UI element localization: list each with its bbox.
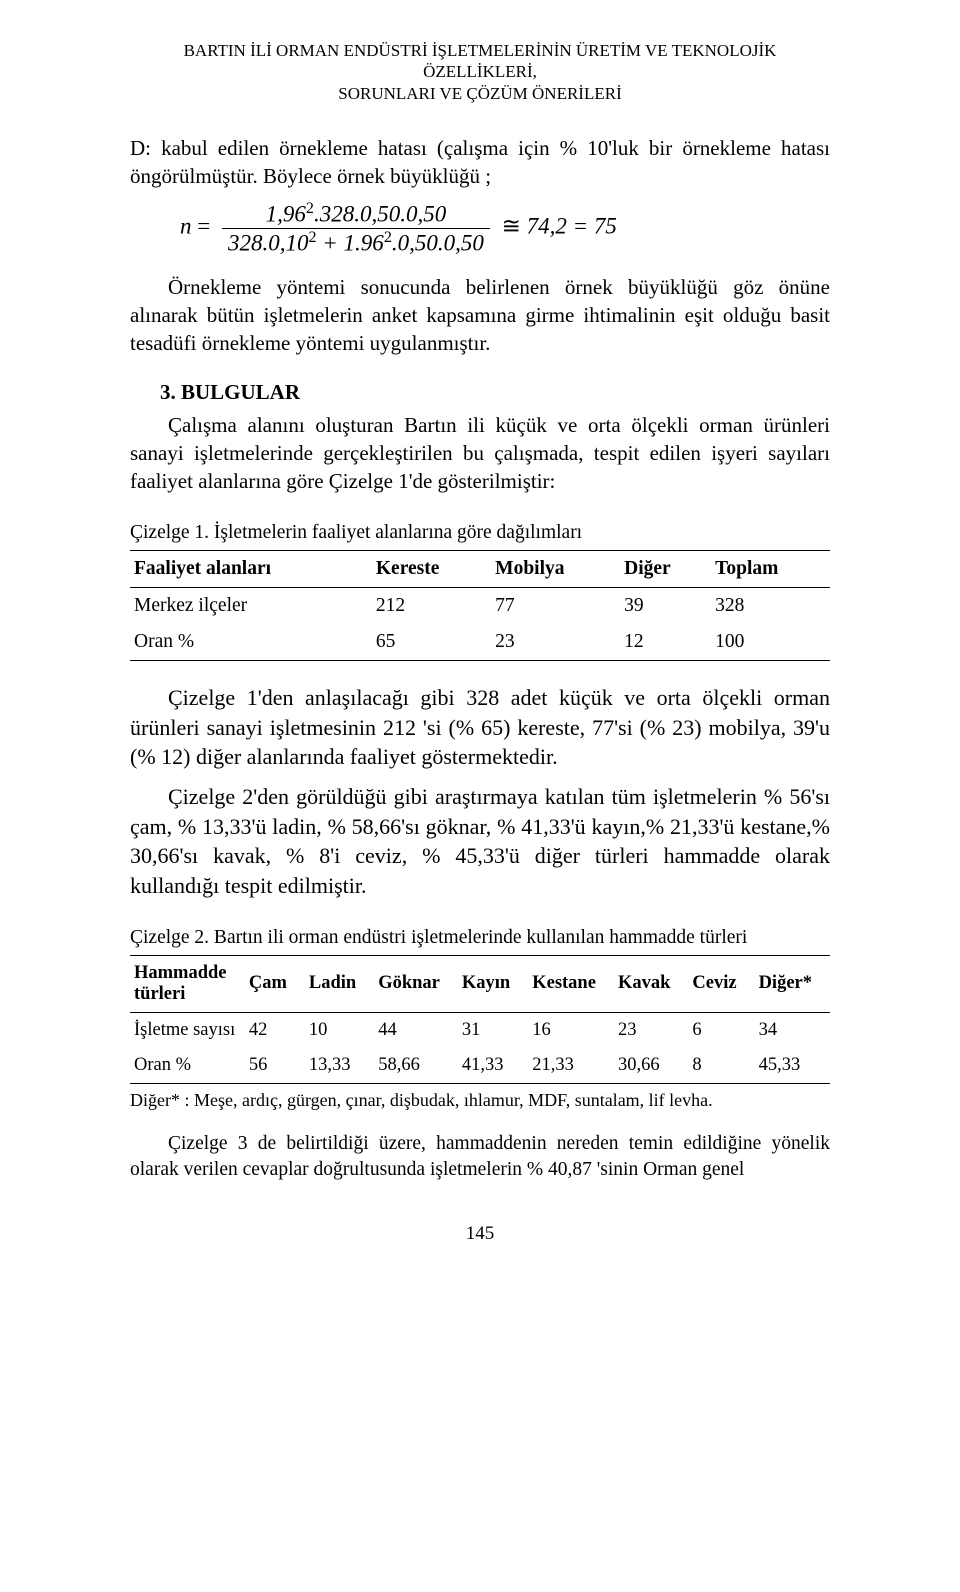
page: BARTIN İLİ ORMAN ENDÜSTRİ İŞLETMELERİNİN… (0, 0, 960, 1592)
table1-r0-c3: 328 (711, 587, 830, 624)
table1-r1-c1: 23 (491, 624, 620, 661)
table2-r0-label: İşletme sayısı (130, 1012, 245, 1048)
intro-paragraph: D: kabul edilen örnekleme hatası (çalışm… (130, 134, 830, 191)
table2-r0-c3: 31 (458, 1012, 528, 1048)
table2-r1-c7: 45,33 (755, 1048, 830, 1084)
table2-r1-c3: 41,33 (458, 1048, 528, 1084)
table2-h7: Diğer* (755, 955, 830, 1012)
table1-r1-c0: 65 (372, 624, 491, 661)
sample-size-formula: n = 1,962.328.0,50.0,50 328.0,102 + 1.96… (180, 200, 830, 256)
table1-h4: Toplam (711, 550, 830, 587)
table1-caption: Çizelge 1. İşletmelerin faaliyet alanlar… (130, 522, 830, 544)
table2-r1-label: Oran % (130, 1048, 245, 1084)
table2-r0-c0: 42 (245, 1012, 305, 1048)
table1: Faaliyet alanları Kereste Mobilya Diğer … (130, 550, 830, 661)
formula-fraction: 1,962.328.0,50.0,50 328.0,102 + 1.962.0,… (222, 200, 490, 256)
table-row: İşletme sayısı 42 10 44 31 16 23 6 34 (130, 1012, 830, 1048)
table2-r0-c6: 6 (688, 1012, 754, 1048)
table2-r1-c4: 21,33 (528, 1048, 614, 1084)
table2-r0-c2: 44 (374, 1012, 458, 1048)
paragraph-6: Çizelge 3 de belirtildiği üzere, hammadd… (130, 1131, 830, 1184)
table1-r1-c3: 100 (711, 624, 830, 661)
table2-h1: Ladin (305, 955, 374, 1012)
table2-r0-c7: 34 (755, 1012, 830, 1048)
formula-cong: ≅ (502, 214, 521, 239)
table2-r0-c4: 16 (528, 1012, 614, 1048)
formula-eq: = (197, 214, 210, 239)
table2-header-row: Hammadde türleri Çam Ladin Göknar Kayın … (130, 955, 830, 1012)
table-row: Merkez ilçeler 212 77 39 328 (130, 587, 830, 624)
running-head-line2: SORUNLARI VE ÇÖZÜM ÖNERİLERİ (338, 84, 622, 103)
table1-r0-c0: 212 (372, 587, 491, 624)
running-head-line1: BARTIN İLİ ORMAN ENDÜSTRİ İŞLETMELERİNİN… (184, 41, 777, 81)
table1-h0: Faaliyet alanları (130, 550, 372, 587)
table1-r0-label: Merkez ilçeler (130, 587, 372, 624)
table1-h1: Kereste (372, 550, 491, 587)
table1-h2: Mobilya (491, 550, 620, 587)
table2-h0: Çam (245, 955, 305, 1012)
table2-r1-c2: 58,66 (374, 1048, 458, 1084)
table1-r1-label: Oran % (130, 624, 372, 661)
table-row: Oran % 65 23 12 100 (130, 624, 830, 661)
table2-caption: Çizelge 2. Bartın ili orman endüstri işl… (130, 927, 830, 949)
table2-r1-c1: 13,33 (305, 1048, 374, 1084)
section-3-title: 3. BULGULAR (160, 380, 830, 405)
table1-h3: Diğer (620, 550, 711, 587)
paragraph-3: Çalışma alanını oluşturan Bartın ili küç… (130, 411, 830, 496)
table2-r0-c5: 23 (614, 1012, 688, 1048)
paragraph-5: Çizelge 2'den görüldüğü gibi araştırmaya… (130, 782, 830, 901)
table2-h2: Göknar (374, 955, 458, 1012)
formula-numerator: 1,962.328.0,50.0,50 (222, 200, 490, 229)
table2-footnote: Diğer* : Meşe, ardıç, gürgen, çınar, diş… (130, 1090, 830, 1111)
table1-r0-c1: 77 (491, 587, 620, 624)
formula-lhs: n (180, 214, 192, 239)
table2-h5: Kavak (614, 955, 688, 1012)
table2-r1-c6: 8 (688, 1048, 754, 1084)
table2-corner: Hammadde türleri (130, 955, 245, 1012)
table1-r0-c2: 39 (620, 587, 711, 624)
formula-rhs: 74,2 = 75 (527, 214, 617, 239)
table1-r1-c2: 12 (620, 624, 711, 661)
page-number: 145 (130, 1223, 830, 1245)
table2-r0-c1: 10 (305, 1012, 374, 1048)
formula-denominator: 328.0,102 + 1.962.0,50.0,50 (222, 229, 490, 257)
paragraph-4: Çizelge 1'den anlaşılacağı gibi 328 adet… (130, 683, 830, 772)
table2-h4: Kestane (528, 955, 614, 1012)
table2-h6: Ceviz (688, 955, 754, 1012)
running-head: BARTIN İLİ ORMAN ENDÜSTRİ İŞLETMELERİNİN… (130, 40, 830, 104)
table2-r1-c5: 30,66 (614, 1048, 688, 1084)
table-row: Oran % 56 13,33 58,66 41,33 21,33 30,66 … (130, 1048, 830, 1084)
table2-h3: Kayın (458, 955, 528, 1012)
table2-r1-c0: 56 (245, 1048, 305, 1084)
table2: Hammadde türleri Çam Ladin Göknar Kayın … (130, 955, 830, 1084)
table1-header-row: Faaliyet alanları Kereste Mobilya Diğer … (130, 550, 830, 587)
paragraph-2: Örnekleme yöntemi sonucunda belirlenen ö… (130, 273, 830, 358)
